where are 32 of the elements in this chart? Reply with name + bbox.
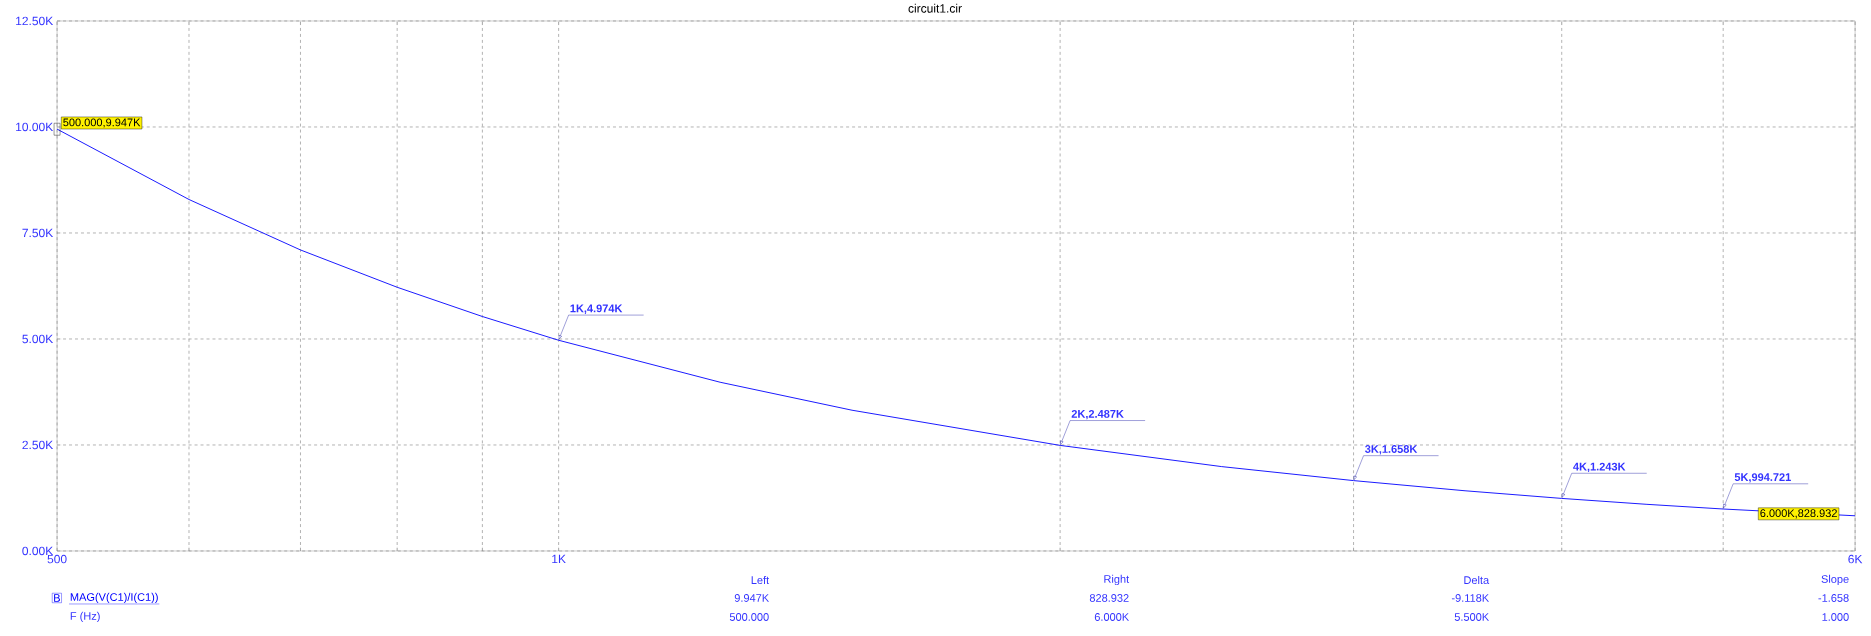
y-tick-label: 10.00K [16,122,54,132]
annotation: 6.000K,828.932 [1760,509,1837,519]
y-tick-label: 12.50K [16,16,54,26]
y-tick-label: 7.50K [22,228,54,238]
x-axis-title: F (Hz) [70,611,100,623]
text: 9.947K [734,594,770,602]
y-tick-label: 0.00K [22,546,54,556]
text: 500.000 [729,613,769,621]
text: 828.932 [1089,594,1129,602]
text: Delta [1464,575,1490,585]
text: Right [1104,574,1130,586]
annotation: 5K,994.721 [1734,473,1791,483]
annotation: 1K,4.974K [570,304,623,314]
chart-title: circuit1.cir [908,3,962,13]
text: 1.000 [1822,613,1849,621]
annotation: 500.000,9.947K [63,118,141,128]
y-tick-label: 5.00K [22,334,54,344]
text: 6.000K [1094,613,1130,621]
text: 5.500K [1454,613,1490,621]
text: B [54,594,60,602]
text: Slope [1821,574,1849,586]
x-tick-label: 6K [1848,554,1863,564]
y-tick-label: 2.50K [22,440,54,450]
annotation: 4K,1.243K [1573,462,1626,473]
text: Left [751,575,770,585]
x-tick-label: 1K [552,554,566,564]
text: -1.658 [1818,594,1849,602]
annotation: 2K,2.487K [1071,409,1124,420]
text: -9.118K [1451,594,1490,602]
annotation: 3K,1.658K [1364,445,1418,455]
x-tick-label: 500 [47,554,67,564]
legend-label: MAG(V(C1)/I(C1)) [70,592,158,604]
